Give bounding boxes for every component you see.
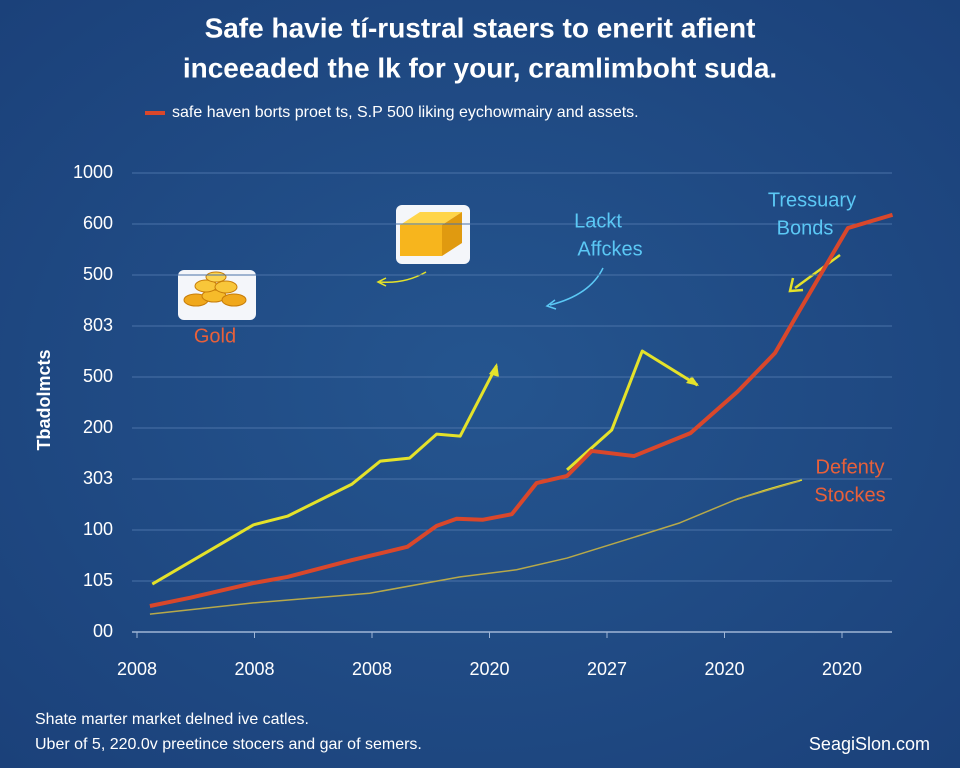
footer-text: Uber of 5, 220.0v preetince stocers and …	[35, 736, 422, 753]
y-tick-label: 00	[93, 621, 113, 641]
annotation: Stockes	[814, 484, 885, 506]
x-tick-label: 2008	[117, 659, 157, 679]
chart-title: Safe havie tí-rustral staers to enerit a…	[205, 12, 756, 43]
gold-bar-icon	[396, 205, 470, 264]
y-tick-label: 600	[83, 213, 113, 233]
y-tick-label: 100	[83, 519, 113, 539]
annotation: Affckes	[577, 238, 642, 260]
y-tick-label: 500	[83, 366, 113, 386]
x-tick-label: 2027	[587, 659, 627, 679]
y-tick-label: 303	[83, 468, 113, 488]
x-tick-label: 2008	[352, 659, 392, 679]
x-tick-label: 2020	[822, 659, 862, 679]
annotation: Lackt	[574, 210, 622, 232]
line-series	[149, 480, 800, 615]
gold-icon	[178, 270, 256, 320]
annotation: Bonds	[777, 217, 834, 239]
x-tick-label: 2020	[704, 659, 744, 679]
footer-text: Shate marter market delned ive catles.	[35, 711, 309, 728]
y-tick-label: 1000	[73, 162, 113, 182]
x-tick-label: 2008	[234, 659, 274, 679]
y-tick-label: 105	[83, 570, 113, 590]
footer-site: SeagiSlon.com	[809, 734, 930, 754]
y-tick-label: 803	[83, 315, 113, 335]
annotation: Tressuary	[768, 189, 856, 211]
x-tick-label: 2020	[469, 659, 509, 679]
annotation: Defenty	[816, 456, 885, 478]
y-tick-label: 500	[83, 264, 113, 284]
chart-title: inceeaded the lk for your, cramlimboht s…	[183, 52, 777, 83]
annotation: Gold	[194, 325, 236, 347]
y-axis-label: Tbadolmcts	[34, 349, 54, 450]
line-series	[151, 349, 699, 586]
line-series	[149, 212, 894, 608]
legend-label: safe haven borts proet ts, S.P 500 likin…	[172, 104, 639, 121]
y-tick-label: 200	[83, 417, 113, 437]
